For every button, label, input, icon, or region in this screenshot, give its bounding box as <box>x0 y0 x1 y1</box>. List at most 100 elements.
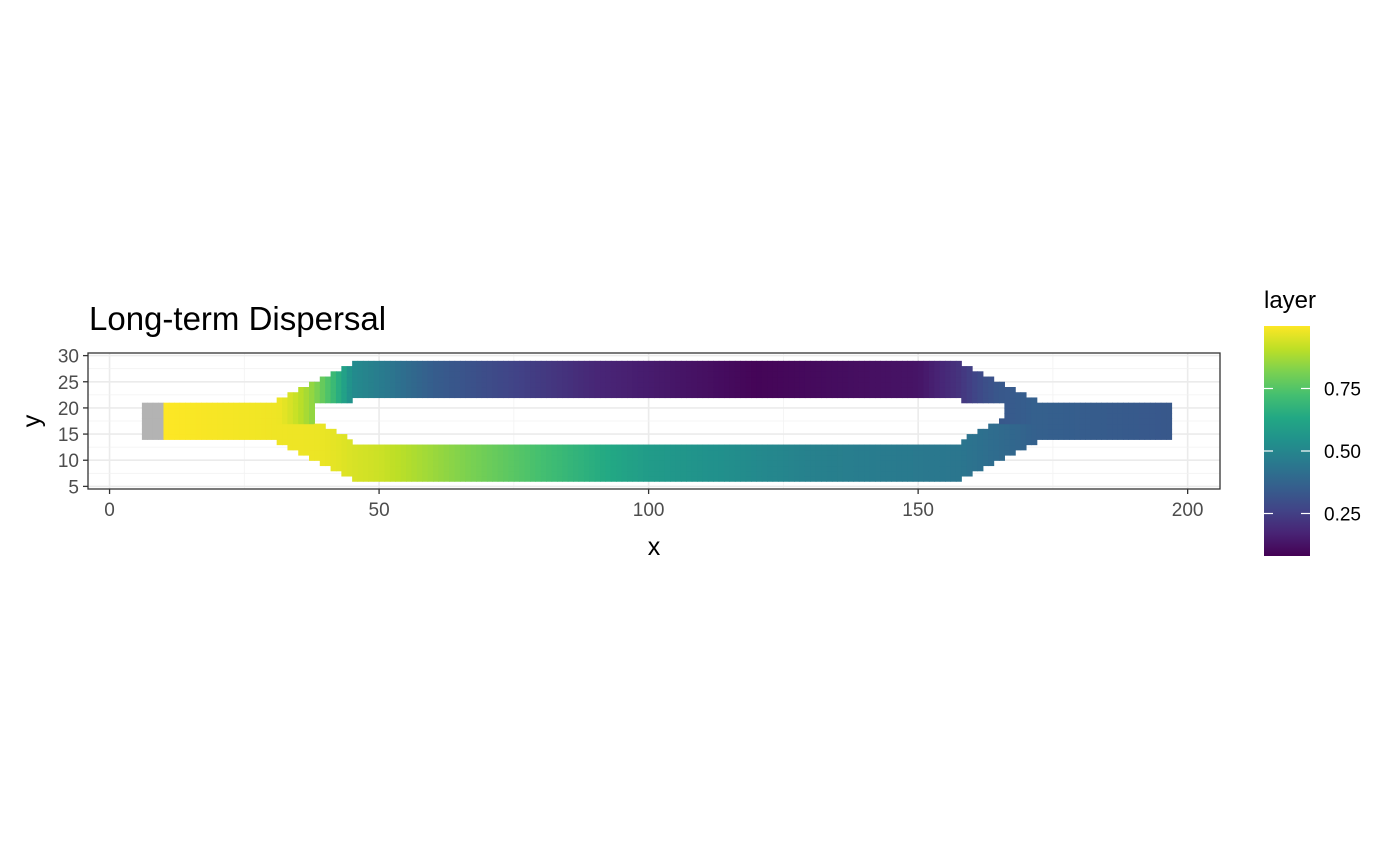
heatmap-cell <box>465 376 472 383</box>
heatmap-cell <box>842 475 849 482</box>
heatmap-cell <box>346 470 353 477</box>
heatmap-cell <box>185 423 192 430</box>
heatmap-cell <box>702 387 709 393</box>
heatmap-cell <box>298 402 305 409</box>
heatmap-cell <box>1133 402 1140 409</box>
heatmap-cell <box>632 387 639 393</box>
heatmap-cell <box>298 444 305 451</box>
heatmap-cell <box>891 371 898 378</box>
heatmap-cell <box>610 366 617 372</box>
heatmap-cell <box>481 455 488 461</box>
heatmap-cell <box>621 475 628 482</box>
heatmap-cell <box>443 455 450 461</box>
heatmap-cell <box>875 381 881 388</box>
heatmap-cell <box>772 449 779 456</box>
heatmap-cell <box>718 444 725 451</box>
heatmap-cell <box>228 418 235 425</box>
heatmap-cell <box>594 360 601 367</box>
heatmap-cell <box>465 470 472 477</box>
heatmap-cell <box>1106 413 1113 419</box>
heatmap-cell <box>982 444 989 451</box>
heatmap-cell <box>476 371 483 378</box>
heatmap-cell <box>238 407 245 414</box>
heatmap-cell <box>389 360 396 367</box>
heatmap-cell <box>858 470 865 477</box>
heatmap-cell <box>503 366 510 372</box>
heatmap-cell <box>513 465 520 472</box>
heatmap-cell <box>287 402 294 409</box>
heatmap-cell <box>654 455 660 461</box>
heatmap-cell <box>427 455 434 461</box>
heatmap-cell <box>783 455 790 461</box>
heatmap-cell <box>389 381 396 388</box>
heatmap-cell <box>982 387 989 393</box>
heatmap-cell <box>341 465 348 472</box>
heatmap-cell <box>697 470 704 477</box>
heatmap-cell <box>1106 418 1113 425</box>
heatmap-cell <box>842 366 849 372</box>
heatmap-cell <box>389 366 396 372</box>
heatmap-cell <box>637 366 644 372</box>
heatmap-cell <box>632 366 639 372</box>
heatmap-cell <box>745 381 752 388</box>
heatmap-cell <box>1128 402 1135 409</box>
heatmap-cell <box>185 413 192 419</box>
heatmap-cell <box>352 470 359 477</box>
heatmap-cell <box>465 387 472 393</box>
heatmap-cell <box>675 387 682 393</box>
heatmap-cell <box>535 360 542 367</box>
heatmap-cell <box>530 460 537 467</box>
heatmap-cell <box>524 371 531 378</box>
heatmap-cell <box>325 439 332 446</box>
heatmap-cell <box>379 444 386 451</box>
heatmap-cell <box>616 371 623 378</box>
heatmap-cell <box>643 371 650 378</box>
heatmap-cell <box>556 460 563 467</box>
heatmap-cell <box>977 444 984 451</box>
heatmap-cell <box>858 371 865 378</box>
heatmap-cell <box>885 475 892 482</box>
heatmap-cell <box>826 381 833 388</box>
heatmap-cell <box>395 455 402 461</box>
heatmap-cell <box>702 455 709 461</box>
heatmap-cell <box>988 387 995 393</box>
heatmap-cell <box>432 387 439 393</box>
heatmap-cell <box>923 470 930 477</box>
heatmap-cell <box>675 455 682 461</box>
heatmap-cell <box>745 460 752 467</box>
heatmap-cell <box>815 460 822 467</box>
heatmap-cell <box>1036 434 1043 440</box>
heatmap-cell <box>993 397 1000 404</box>
heatmap-cell <box>853 392 860 399</box>
heatmap-cell <box>697 392 704 399</box>
heatmap-cell <box>831 455 838 461</box>
heatmap-cell <box>901 460 908 467</box>
heatmap-cell <box>713 470 720 477</box>
heatmap-cell <box>826 475 833 482</box>
heatmap-cell <box>907 455 914 461</box>
heatmap-cell <box>1139 418 1146 425</box>
heatmap-cell <box>389 449 396 456</box>
heatmap-cell <box>298 392 305 399</box>
heatmap-cell <box>357 376 364 383</box>
heatmap-cell <box>567 371 574 378</box>
heatmap-cell <box>508 360 515 367</box>
heatmap-cell <box>831 449 838 456</box>
heatmap-cell <box>707 371 714 378</box>
heatmap-cell <box>885 444 892 451</box>
heatmap-cell <box>821 455 828 461</box>
heatmap-cell <box>594 460 601 467</box>
heatmap-cell <box>616 366 623 372</box>
heatmap-cell <box>724 381 731 388</box>
heatmap-cell <box>880 455 887 461</box>
heatmap-cell <box>907 392 914 399</box>
heatmap-cell <box>901 475 908 482</box>
heatmap-cell <box>880 470 887 477</box>
heatmap-cell <box>406 381 413 388</box>
heatmap-cell <box>848 392 855 399</box>
heatmap-cell <box>244 413 251 419</box>
heatmap-cell <box>923 392 930 399</box>
heatmap-cell <box>848 376 855 383</box>
heatmap-cell <box>821 371 828 378</box>
heatmap-cell <box>724 444 731 451</box>
